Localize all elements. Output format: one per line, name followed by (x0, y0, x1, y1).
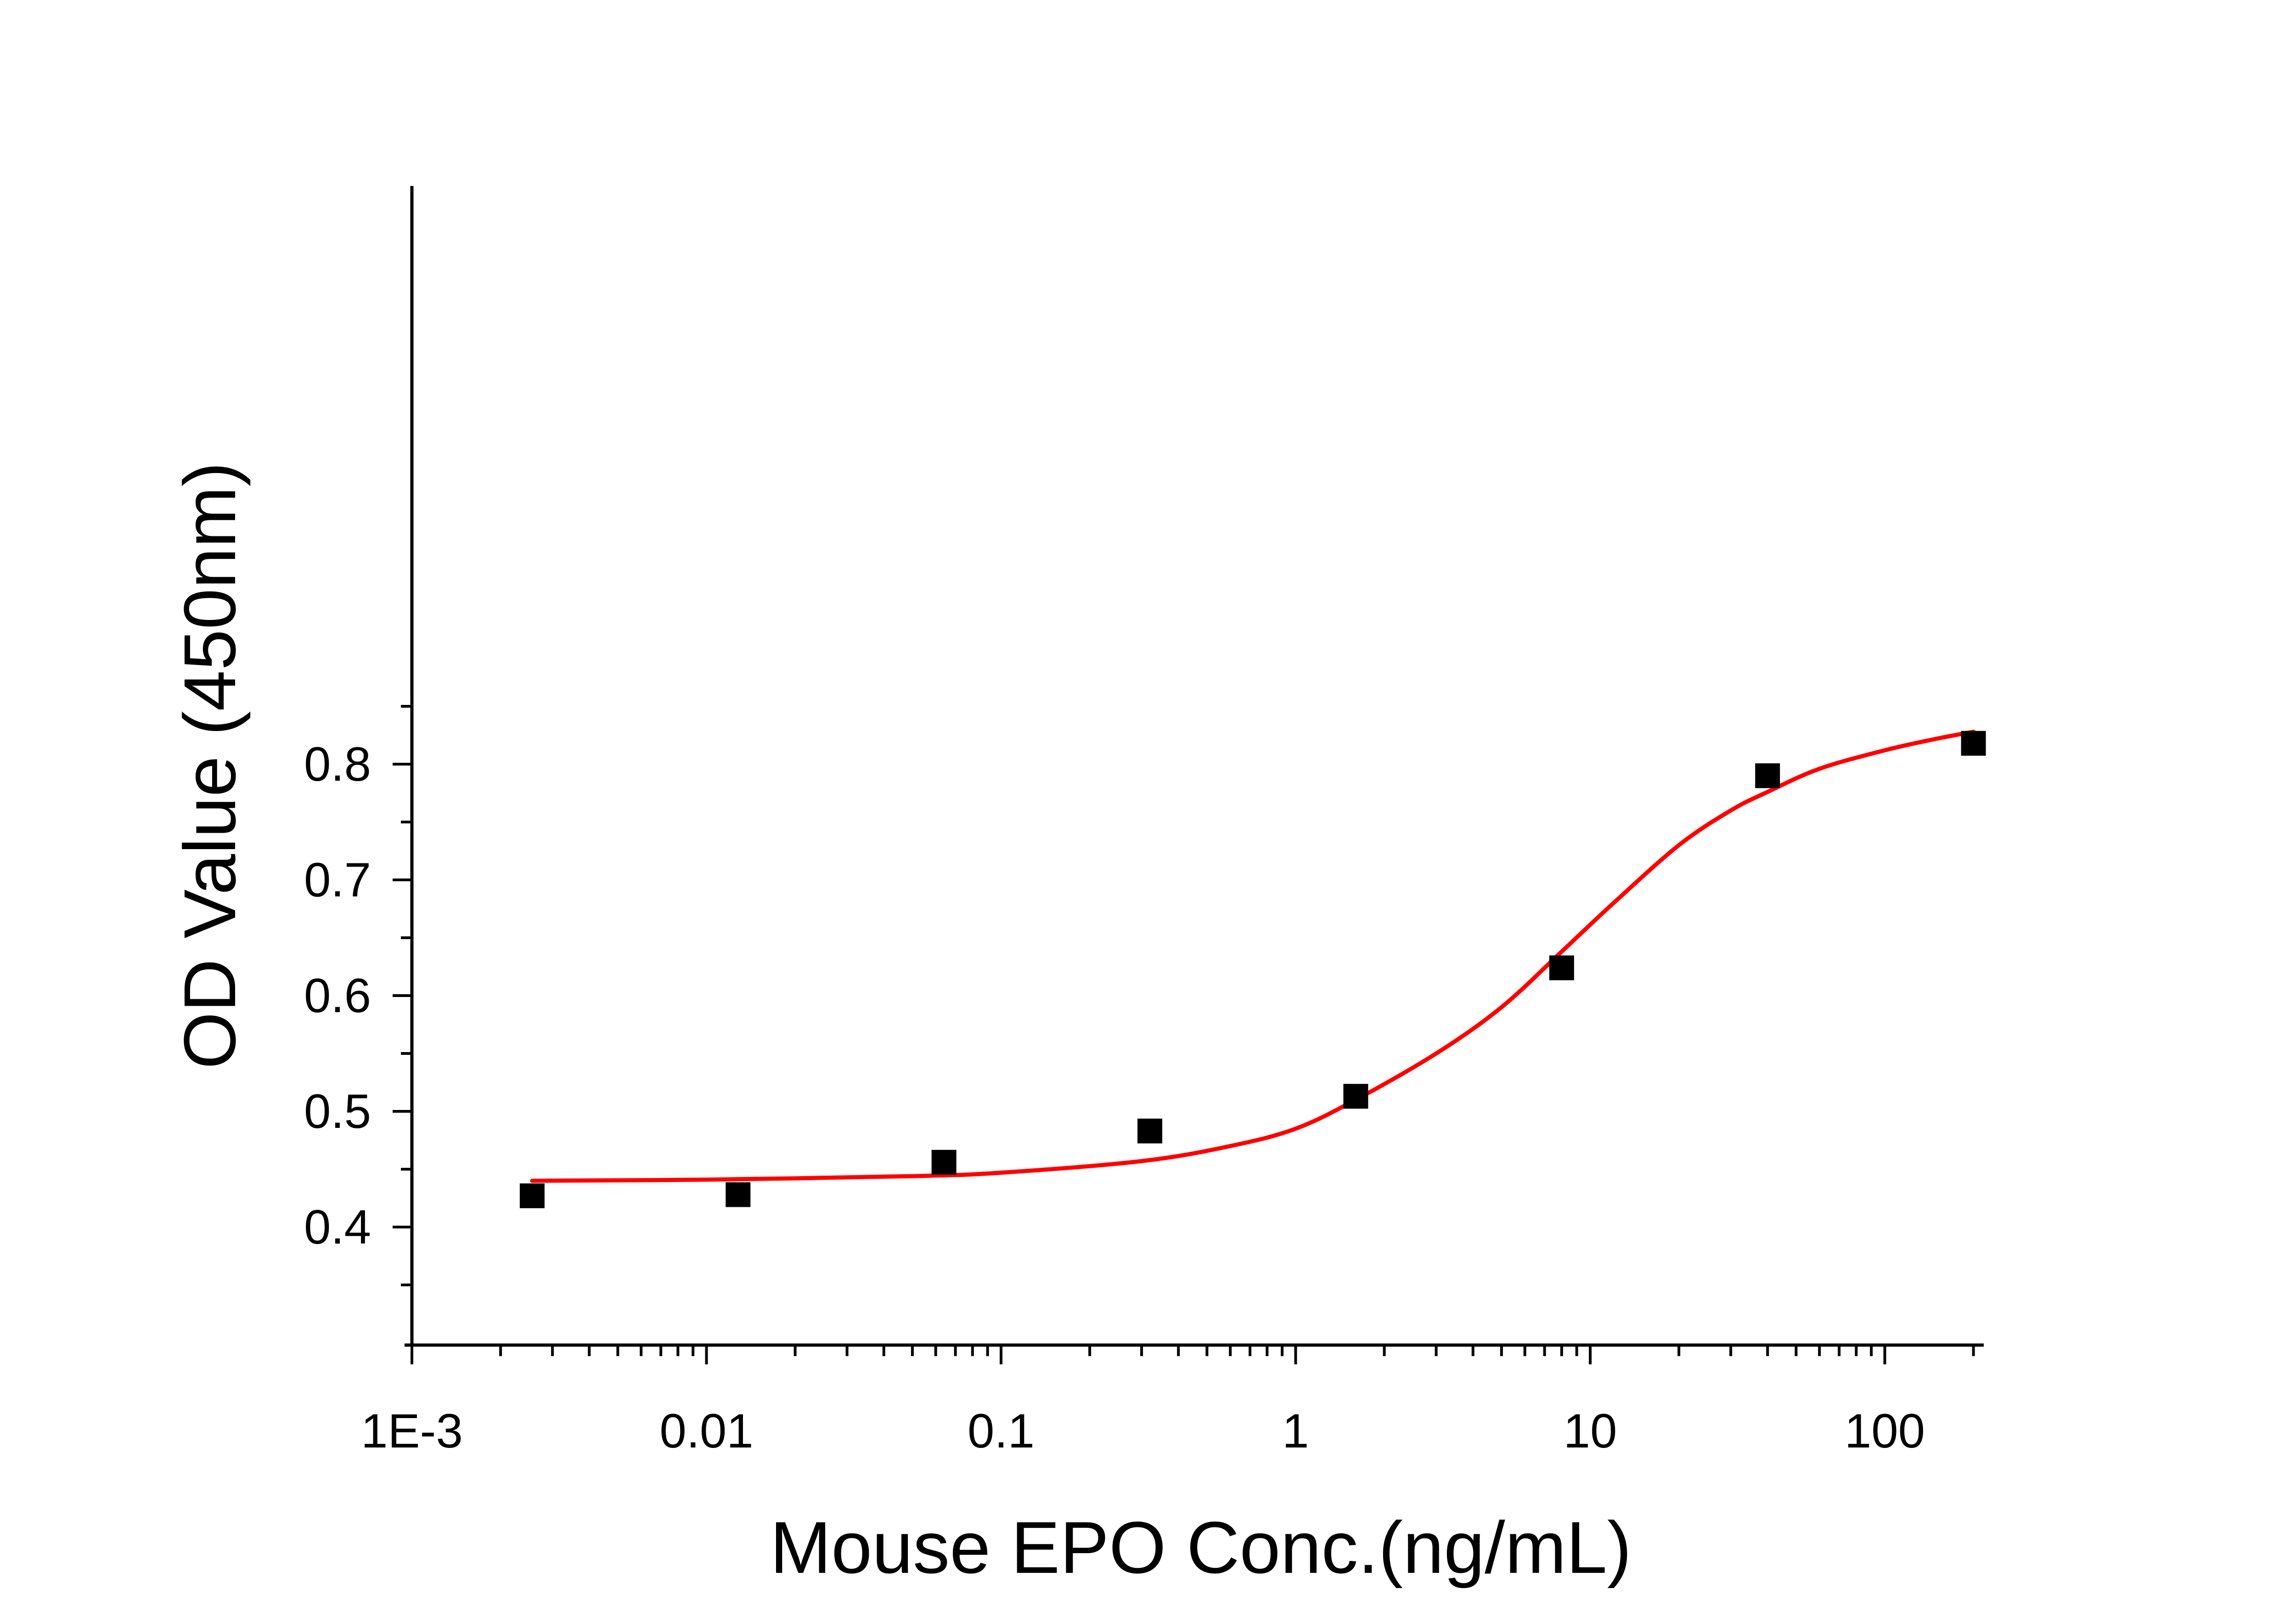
data-point (931, 1149, 957, 1175)
data-point (519, 1183, 545, 1208)
data-point (1549, 955, 1574, 980)
y-tick-label: 0.4 (304, 1200, 371, 1254)
y-axis-title: OD Value (450nm) (169, 462, 251, 1069)
y-tick-label: 0.6 (304, 969, 371, 1023)
data-point (1343, 1084, 1368, 1109)
data-point (1755, 763, 1780, 788)
data-point (1961, 731, 1986, 756)
x-tick-label: 1E-3 (361, 1404, 463, 1458)
data-points-layer (519, 731, 1986, 1208)
x-axis-ticks: 1E-3 0.01 0.1 1 10 100 (361, 1345, 1975, 1458)
x-tick-label: 10 (1564, 1404, 1617, 1458)
x-tick-label: 100 (1845, 1404, 1925, 1458)
fit-curve (530, 729, 1976, 1183)
x-tick-label: 0.01 (659, 1404, 753, 1458)
axes (405, 186, 1984, 1347)
y-tick-label: 0.7 (304, 853, 371, 907)
x-axis-title: Mouse EPO Conc.(ng/mL) (770, 1506, 1632, 1588)
data-point (1137, 1118, 1163, 1143)
y-tick-label: 0.8 (304, 738, 371, 791)
y-tick-label: 0.5 (304, 1085, 371, 1138)
x-tick-label: 0.1 (968, 1404, 1035, 1458)
y-axis-ticks: 0.4 0.5 0.6 0.7 0.8 (304, 705, 412, 1286)
fit-curve-layer (530, 729, 1976, 1183)
x-tick-label: 1 (1282, 1404, 1309, 1458)
data-point (726, 1182, 751, 1207)
